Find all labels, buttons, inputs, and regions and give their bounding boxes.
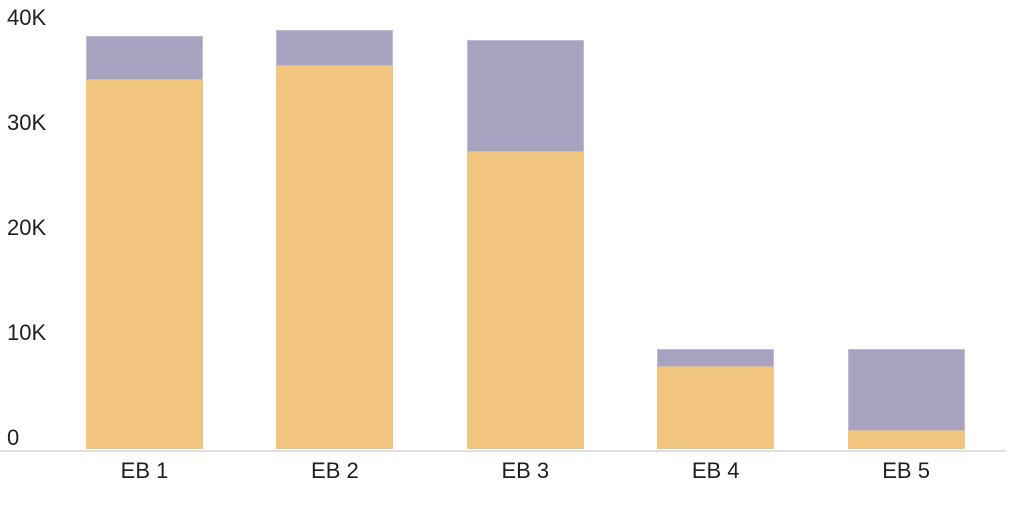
x-axis-category-label: EB 1 [120, 458, 169, 483]
bar-segment-bottom-segment-eb-5 [847, 431, 965, 449]
bar-eb-2 [276, 0, 394, 449]
bar-segment-bottom-segment-eb-2 [276, 65, 394, 449]
y-axis-tick-label: 0 [7, 425, 20, 450]
bar-segment-bottom-segment-eb-4 [657, 367, 775, 449]
bar-segment-bottom-segment-eb-1 [86, 80, 203, 449]
x-axis-category-label: EB 2 [311, 458, 359, 483]
x-axis-category-label: EB 3 [501, 458, 550, 483]
bar-segment-bottom-segment-eb-3 [466, 151, 584, 449]
x-axis-line [0, 450, 1006, 452]
bar-eb-3 [466, 0, 584, 449]
bar-segment-top-segment-eb-2 [276, 30, 394, 66]
x-axis-category-label: EB 4 [691, 458, 740, 483]
bar-eb-5 [847, 0, 965, 449]
bar-segment-top-segment-eb-4 [657, 349, 775, 368]
y-axis-tick-label: 10K [7, 320, 47, 345]
bar-segment-top-segment-eb-1 [86, 36, 203, 81]
y-axis-tick-label: 30K [7, 110, 47, 135]
x-axis-category-label: EB 5 [882, 458, 930, 483]
bar-eb-4 [657, 0, 775, 449]
bar-segment-top-segment-eb-3 [466, 39, 584, 152]
bar-eb-1 [86, 0, 203, 449]
bar-segment-top-segment-eb-5 [847, 349, 965, 432]
y-axis-tick-label: 20K [7, 215, 47, 240]
y-axis-tick-label: 40K [7, 5, 47, 30]
